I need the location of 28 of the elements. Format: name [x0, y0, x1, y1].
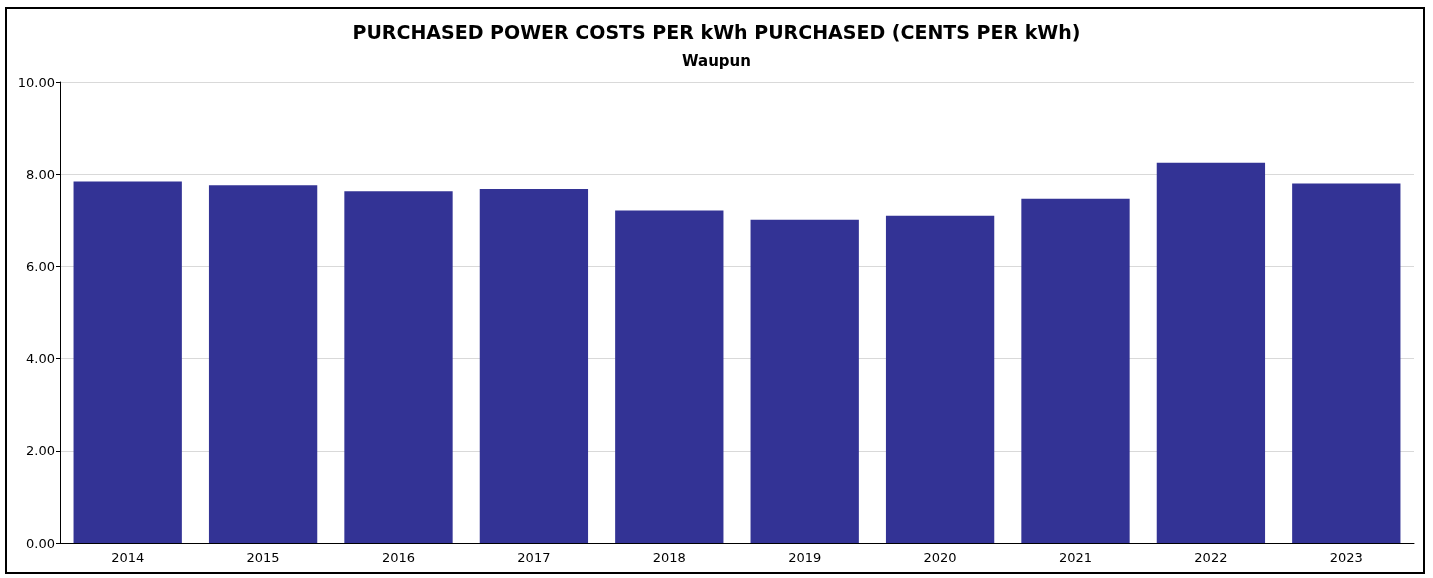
y-tick-label: 0.00 — [26, 535, 55, 551]
bar — [208, 185, 318, 543]
y-tick-label: 2.00 — [26, 443, 55, 459]
y-tick-label: 6.00 — [26, 258, 55, 274]
x-tick-label: 2018 — [652, 550, 686, 565]
y-tick-label: 10.00 — [17, 74, 55, 90]
bar — [479, 188, 589, 543]
y-tick-label: 8.00 — [26, 166, 55, 182]
x-tick-label: 2015 — [246, 550, 280, 565]
bar — [73, 181, 182, 543]
chart-subtitle: Waupun — [682, 51, 751, 70]
x-tick-label: 2023 — [1329, 550, 1363, 565]
x-tick-label: 2022 — [1194, 550, 1228, 565]
bar — [1292, 183, 1401, 543]
bar — [615, 210, 724, 543]
chart-title: PURCHASED POWER COSTS PER kWh PURCHASED (CENTS PER kWh) — [352, 20, 1081, 43]
bar — [1156, 162, 1266, 543]
bar — [344, 191, 453, 543]
x-tick-label: 2021 — [1058, 550, 1093, 565]
bar — [1021, 198, 1130, 543]
x-tick-label: 2016 — [381, 550, 416, 565]
x-tick-label: 2017 — [517, 550, 551, 565]
y-tick-label: 4.00 — [26, 351, 55, 367]
x-tick-label: 2014 — [111, 550, 145, 565]
x-tick-label: 2020 — [923, 550, 957, 565]
x-tick-label: 2019 — [788, 550, 822, 565]
bar — [750, 219, 859, 543]
bar — [885, 215, 995, 543]
